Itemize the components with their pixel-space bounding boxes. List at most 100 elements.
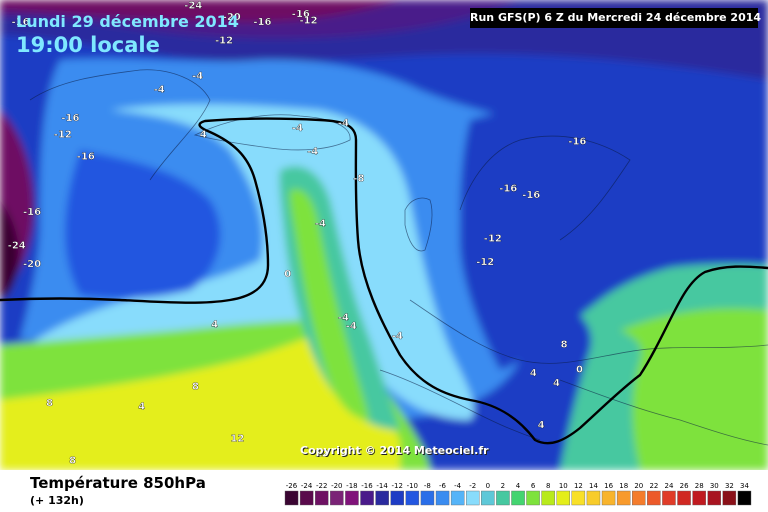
legend-tick: 12	[574, 482, 583, 490]
contour-label: -16	[61, 113, 79, 124]
contour-label: 4	[553, 378, 560, 389]
legend-swatch	[481, 490, 495, 506]
coastlines	[29, 69, 768, 446]
legend-swatch	[315, 490, 329, 506]
legend-swatch	[299, 490, 314, 506]
contour-labels: -16-24-20 -16-12-16-12-4-4-16-12-164-4 -4-…	[8, 0, 587, 466]
legend-swatch	[526, 490, 540, 506]
contour-label: -20	[23, 259, 41, 270]
field-top-purple2	[0, 0, 400, 22]
legend-swatch	[420, 490, 435, 506]
legend-tick: 30	[710, 482, 719, 490]
legend-swatch	[496, 490, 510, 506]
coast-britain	[404, 197, 433, 252]
legend-tick: -18	[346, 482, 357, 490]
temperature-field	[0, 0, 768, 470]
lead-time: (+ 132h)	[30, 494, 84, 507]
contour-label: -4	[154, 84, 165, 95]
contour-label: 0	[576, 365, 583, 376]
field-dark-blue-east	[460, 93, 768, 370]
contour-label: -16	[292, 9, 310, 20]
legend-swatch	[284, 490, 299, 506]
legend-tick: 14	[589, 482, 598, 490]
field-yellow	[0, 330, 400, 470]
coast-scandinavia	[459, 135, 631, 241]
contour-label: -12	[484, 234, 502, 245]
contour-label: -24	[8, 240, 26, 251]
field-tongue-lime	[289, 189, 370, 420]
contour-label: 8	[46, 398, 53, 409]
contour-label: -12	[215, 36, 233, 47]
contour-label: -16	[522, 190, 540, 201]
contour-label: 4	[138, 402, 145, 413]
legend-tick: -4	[454, 482, 462, 490]
legend-tick: 22	[649, 482, 658, 490]
coast-europe	[409, 299, 768, 364]
contour-label: -16	[499, 183, 517, 194]
contour-label: 0	[284, 269, 291, 280]
legend-tick: 16	[604, 482, 613, 490]
contour-label: -16	[23, 207, 41, 218]
legend-swatch	[556, 490, 571, 506]
legend-swatch	[662, 490, 676, 506]
legend-tick: -24	[301, 482, 313, 490]
legend-tick: 28	[695, 482, 704, 490]
contour-label: 4	[530, 368, 537, 379]
legend-tick: 34	[740, 482, 749, 490]
legend-swatch	[405, 490, 420, 506]
legend-swatch	[465, 490, 480, 506]
forecast-time: 19:00 locale	[16, 33, 160, 57]
legend-swatch	[707, 490, 722, 506]
legend-swatch	[450, 490, 465, 506]
legend-tick: -8	[424, 482, 431, 490]
contour-label: -4	[338, 118, 349, 129]
contour-label: -4	[192, 71, 203, 82]
contour-label: -4	[346, 321, 357, 332]
legend-swatch	[345, 490, 359, 506]
coast-greenland	[29, 69, 211, 181]
legend-swatch	[571, 490, 586, 506]
contour-label: -4	[307, 146, 318, 157]
contour-label: -8	[353, 173, 364, 184]
legend-swatch	[632, 490, 646, 506]
contour-label: 4	[211, 319, 218, 330]
copyright-notice: Copyright © 2014 Meteociel.fr	[300, 444, 489, 457]
legend-tick: -20	[331, 482, 342, 490]
contour-label: -12	[300, 16, 318, 27]
legend-tick: 4	[516, 482, 521, 490]
legend-tick: 26	[680, 482, 689, 490]
contour-label: -4	[392, 331, 403, 342]
contour-label: -4	[315, 219, 326, 230]
legend-tick: -6	[439, 482, 447, 490]
legend-tick: 10	[559, 482, 568, 490]
map-title: Température 850hPa	[30, 474, 206, 492]
legend-swatch	[586, 490, 601, 506]
contour-label: 12	[315, 449, 329, 460]
field-left-deep	[0, 200, 20, 300]
field-east-lime	[620, 308, 768, 470]
coast-med	[559, 379, 768, 446]
legend-tick: -16	[361, 482, 373, 490]
run-info: Run GFS(P) 6 Z du Mercredi 24 décembre 2…	[470, 8, 761, 28]
coast-iberia	[379, 369, 541, 441]
legend-swatch	[375, 490, 389, 506]
legend-swatch	[435, 490, 450, 506]
contour-label: -20	[223, 12, 241, 23]
coast-iceland	[193, 114, 351, 151]
legend-swatch	[692, 490, 706, 506]
contour-label: 8	[69, 455, 76, 466]
legend-tick: -22	[316, 482, 327, 490]
legend-tick: 24	[665, 482, 674, 490]
legend-tick: 20	[634, 482, 643, 490]
legend-swatch	[647, 490, 661, 506]
legend-tick: -26	[286, 482, 298, 490]
legend-tick: 18	[619, 482, 628, 490]
field-west-blue	[65, 150, 221, 299]
legend-swatch	[677, 490, 691, 506]
legend-tick: 2	[501, 482, 505, 490]
contour-label: -16	[12, 17, 30, 28]
legend-tick: -12	[391, 482, 402, 490]
color-legend: -26 -24 -22 -20 -18 -16 -14 -12 -10 -8 -6 -4 -2 0 2 4 6 8…	[284, 482, 752, 506]
contour-label: 8	[192, 381, 199, 392]
legend-swatch	[360, 490, 374, 506]
